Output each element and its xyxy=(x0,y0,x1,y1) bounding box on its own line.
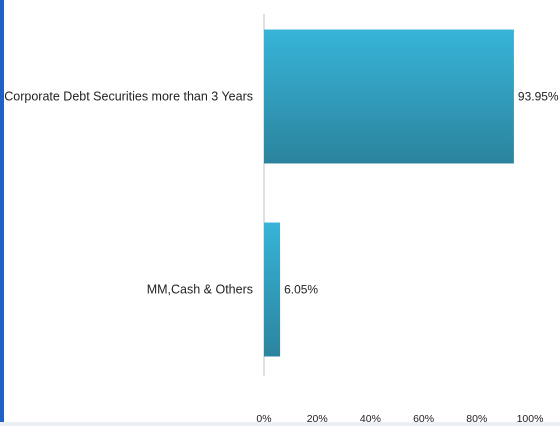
bar-1 xyxy=(264,222,281,357)
data-label-1: 6.05% xyxy=(284,283,318,297)
category-label-1: MM,Cash & Others xyxy=(147,283,253,297)
category-label-0: Corporate Debt Securities more than 3 Ye… xyxy=(4,90,253,104)
data-label-0: 93.95% xyxy=(518,90,559,104)
x-axis-ticks: 0% 20% 40% 60% 80% 100% xyxy=(256,413,543,425)
left-frame-border xyxy=(0,0,4,426)
bottom-frame-strip xyxy=(0,422,560,426)
x-tick-label-3: 60% xyxy=(413,413,434,425)
labels-layer: Corporate Debt Securities more than 3 Ye… xyxy=(4,90,559,297)
x-tick-label-2: 40% xyxy=(360,413,381,425)
x-tick-label-5: 100% xyxy=(517,413,544,425)
bar-0 xyxy=(264,29,514,164)
x-tick-label-0: 0% xyxy=(256,413,271,425)
x-tick-label-4: 80% xyxy=(466,413,487,425)
bars-layer xyxy=(264,29,514,357)
x-tick-label-1: 20% xyxy=(307,413,328,425)
